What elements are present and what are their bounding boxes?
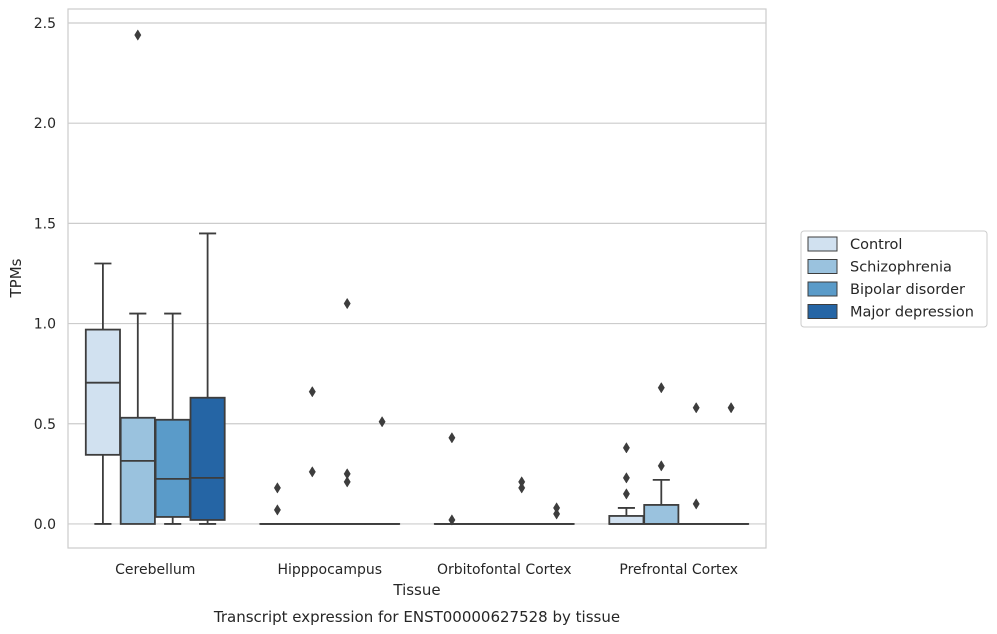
outlier-point bbox=[622, 442, 630, 454]
y-tick-label: 1.5 bbox=[34, 216, 56, 232]
outlier-point bbox=[273, 482, 281, 494]
outlier-point bbox=[378, 416, 386, 428]
outlier-point bbox=[343, 476, 351, 488]
outlier-point bbox=[308, 466, 316, 478]
outlier-point bbox=[553, 502, 561, 514]
outlier-point bbox=[448, 432, 456, 444]
outlier-point bbox=[518, 476, 526, 488]
legend-label: Schizophrenia bbox=[850, 260, 952, 276]
box-cerebellum-control bbox=[84, 262, 121, 525]
outlier-point bbox=[727, 402, 735, 414]
x-tick-label: Cerebellum bbox=[115, 562, 195, 578]
outlier-point bbox=[692, 498, 700, 510]
outlier-point bbox=[134, 29, 142, 41]
y-tick-label: 2.0 bbox=[34, 116, 56, 132]
y-tick-label: 0.5 bbox=[34, 417, 56, 433]
x-tick-label: Hipppocampus bbox=[277, 562, 382, 578]
legend-swatch bbox=[807, 236, 838, 252]
box-body bbox=[84, 328, 121, 456]
box-groups bbox=[84, 232, 750, 525]
box-body bbox=[608, 515, 645, 525]
outlier-point bbox=[448, 514, 456, 526]
y-tick-label: 2.5 bbox=[34, 16, 56, 32]
box-cerebellum-bipolar-disorder bbox=[154, 312, 191, 525]
chart-title: Transcript expression for ENST0000062752… bbox=[213, 608, 620, 626]
legend-frame bbox=[800, 230, 988, 328]
outlier-point bbox=[622, 488, 630, 500]
box-body bbox=[643, 504, 680, 525]
outlier-point bbox=[692, 402, 700, 414]
outlier-point bbox=[553, 508, 561, 520]
legend-label: Major depression bbox=[850, 305, 974, 321]
box-cerebellum-major-depression bbox=[189, 232, 226, 525]
x-tick-label: Prefrontal Cortex bbox=[619, 562, 738, 578]
outlier-points bbox=[134, 29, 735, 526]
outlier-point bbox=[657, 382, 665, 394]
box-prefrontal-cortex-schizophrenia bbox=[643, 478, 680, 525]
plot-frame bbox=[67, 8, 767, 549]
outlier-point bbox=[657, 460, 665, 472]
legend-swatch bbox=[807, 259, 838, 274]
x-axis-label: Tissue bbox=[392, 581, 440, 599]
outlier-point bbox=[343, 468, 351, 480]
y-tick-labels: 0.0 0.5 1.0 1.5 2.0 2.5 bbox=[34, 16, 56, 533]
y-tick-label: 0.0 bbox=[34, 517, 56, 533]
x-tick-labels: Cerebellum Hipppocampus Orbitofontal Corte… bbox=[115, 562, 738, 578]
legend-swatch bbox=[807, 281, 838, 297]
legend-label: Control bbox=[850, 237, 902, 253]
x-tick-label: Orbitofontal Cortex bbox=[437, 562, 572, 578]
y-axis-label: TPMs bbox=[7, 258, 25, 298]
box-body bbox=[119, 416, 156, 525]
box-body bbox=[189, 396, 226, 521]
legend-label: Bipolar disorder bbox=[850, 282, 965, 298]
y-tick-label: 1.0 bbox=[34, 317, 56, 333]
outlier-point bbox=[622, 472, 630, 484]
outlier-point bbox=[273, 504, 281, 516]
outlier-point bbox=[308, 386, 316, 398]
legend-swatch bbox=[807, 304, 838, 319]
box-body bbox=[154, 418, 191, 518]
legend: Control Schizophrenia Bipolar disorder Majo… bbox=[800, 230, 988, 328]
box-cerebellum-schizophrenia bbox=[119, 312, 156, 525]
outlier-point bbox=[343, 297, 351, 310]
box-prefrontal-cortex-control bbox=[608, 507, 645, 525]
outlier-point bbox=[518, 482, 526, 494]
